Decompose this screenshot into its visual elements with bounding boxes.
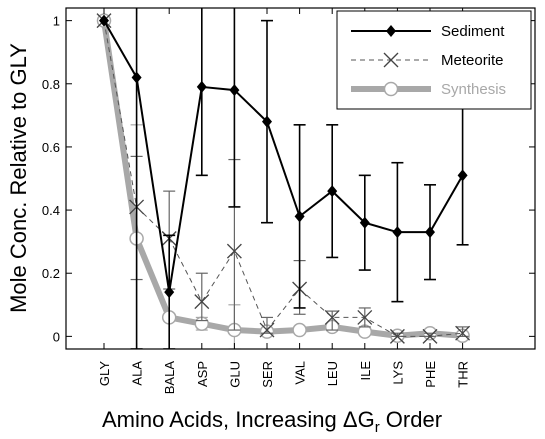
- x-tick-label-gly: GLY: [97, 361, 112, 386]
- data-point-sediment: [294, 210, 305, 223]
- y-tick-label: 0.4: [42, 203, 60, 218]
- x-axis-title: Amino Acids, Increasing ΔGr Order: [102, 407, 442, 436]
- plot-frame: [65, 7, 536, 350]
- x-stroke: [422, 328, 438, 344]
- x-stroke: [455, 325, 471, 341]
- x-tick-label-thr: THR: [456, 361, 471, 388]
- x-tick-label-leu: LEU: [325, 361, 340, 386]
- legend-label-synthesis: Synthesis: [441, 81, 506, 98]
- y-tick-label: 0.8: [42, 77, 60, 92]
- data-layer: [96, 8, 471, 349]
- y-axis-title: Mole Conc. Relative to GLY: [6, 43, 31, 313]
- data-point-sediment: [99, 14, 109, 27]
- data-point-meteorite: [226, 243, 242, 259]
- data-point-meteorite: [455, 325, 471, 341]
- legend: Sediment Meteorite Synthesis: [336, 10, 532, 110]
- legend-item-synthesis: Synthesis: [351, 81, 506, 98]
- x-tick-label-lys: LYS: [390, 361, 405, 385]
- data-point-meteorite: [194, 294, 210, 310]
- legend-item-sediment: Sediment: [351, 23, 505, 40]
- x-stroke: [324, 309, 340, 325]
- y-tick-label: 0.6: [42, 140, 60, 155]
- data-point-sediment: [196, 80, 207, 93]
- data-point-sediment: [359, 216, 370, 229]
- x-stroke: [357, 309, 373, 325]
- x-tick-label-glu: GLU: [227, 361, 242, 388]
- data-point-sediment: [164, 286, 175, 299]
- data-point-meteorite: [357, 309, 373, 325]
- x-tick-label-ala: ALA: [130, 361, 145, 386]
- y-tick-label: 1: [53, 14, 60, 29]
- data-point-meteorite: [259, 322, 275, 338]
- data-point-sediment: [457, 169, 468, 182]
- x-stroke: [226, 243, 242, 259]
- data-point-sediment: [229, 84, 240, 97]
- data-point-sediment: [392, 226, 403, 239]
- x-stroke: [259, 322, 275, 338]
- x-tick-label-phe: PHE: [423, 361, 438, 388]
- x-tick-label-asp: ASP: [195, 361, 210, 387]
- x-tick-label-ile: ILE: [358, 361, 373, 381]
- data-point-sediment: [425, 226, 435, 239]
- legend-item-meteorite: Meteorite: [351, 52, 504, 69]
- x-stroke: [194, 294, 210, 310]
- legend-label-meteorite: Meteorite: [441, 52, 504, 69]
- legend-marker: [383, 81, 399, 97]
- x-tick-label-ser: SER: [260, 361, 275, 388]
- series-sediment: [99, 8, 469, 349]
- data-point-sediment: [131, 71, 142, 84]
- y-tick-label: 0: [53, 329, 60, 344]
- data-point-meteorite: [324, 309, 340, 325]
- legend-label-sediment: Sediment: [441, 23, 505, 40]
- x-stroke: [389, 328, 405, 344]
- series-line-sediment: [103, 20, 464, 293]
- plot-area: 0 0.2 0.4 0.6 0.8 1 GLY ALA BALA ASP GLU SER VAL LEU I…: [42, 7, 536, 395]
- data-point-meteorite: [389, 328, 405, 344]
- data-point-meteorite: [422, 328, 438, 344]
- x-tick-label-val: VAL: [293, 361, 308, 385]
- data-point-sediment: [262, 115, 272, 128]
- legend-marker: [383, 52, 399, 68]
- x-tick-label-bala: BALA: [162, 361, 177, 395]
- data-point-synthesis: [292, 322, 307, 338]
- data-point-sediment: [327, 185, 338, 198]
- y-tick-label: 0.2: [42, 266, 60, 281]
- legend-marker: [386, 25, 396, 37]
